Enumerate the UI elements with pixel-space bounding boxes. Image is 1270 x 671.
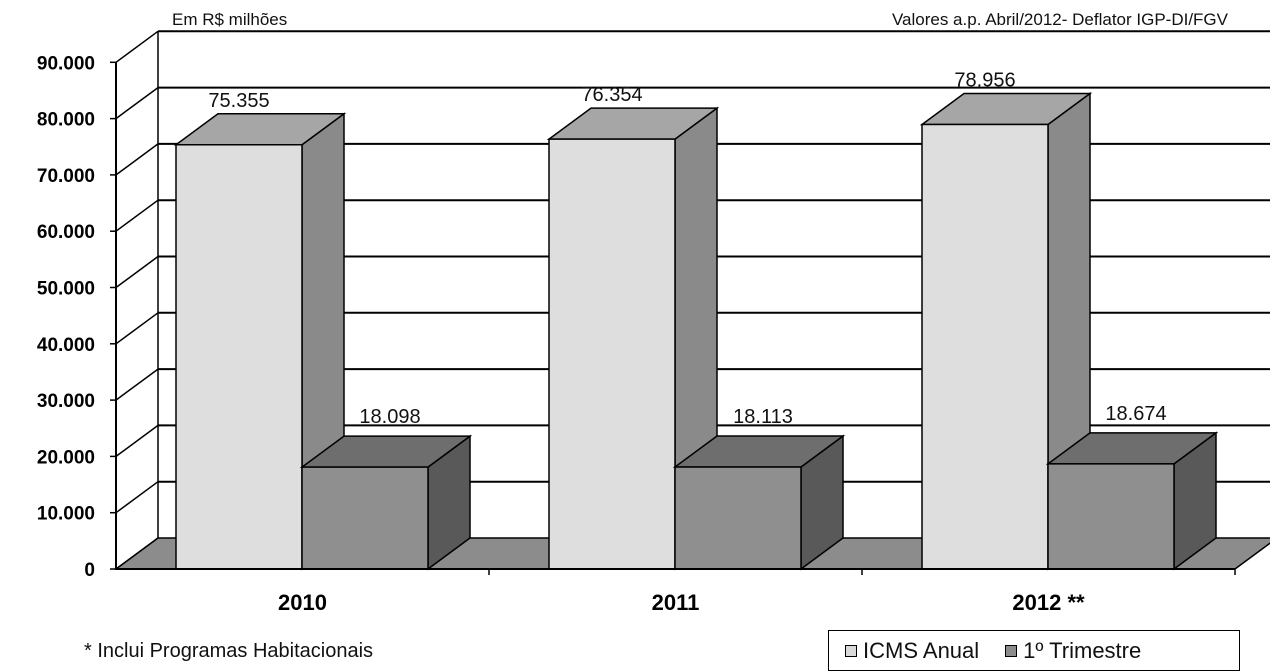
y-tick-label: 90.000 <box>37 53 95 74</box>
x-tick-label: 2012 ** <box>1012 590 1085 615</box>
footnote: * Inclui Programas Habitacionais <box>84 640 374 662</box>
y-tick-label: 80.000 <box>37 110 95 131</box>
data-label: 18.113 <box>733 406 793 428</box>
data-label: 18.098 <box>359 406 420 428</box>
y-tick-label: 60.000 <box>37 222 95 243</box>
deflator-note: Valores a.p. Abril/2012- Deflator IGP-DI… <box>892 10 1229 29</box>
legend-item-trimestre: 1º Trimestre <box>1005 638 1141 664</box>
y-tick-label: 10.000 <box>37 504 95 525</box>
data-label: 76.354 <box>581 84 642 106</box>
legend-swatch-trimestre <box>1005 644 1018 657</box>
legend-item-icms: ICMS Anual <box>845 638 979 664</box>
legend-swatch-icms <box>845 644 857 657</box>
gridline-connector <box>115 368 159 401</box>
y-tick-label: 40.000 <box>37 335 95 356</box>
y-unit-label: Em R$ milhões <box>172 10 287 29</box>
gridline-connector <box>115 143 159 176</box>
bar-1o-trimestre <box>674 466 802 570</box>
y-tick-label: 20.000 <box>37 447 95 468</box>
gridline-connector <box>115 255 159 289</box>
gridline-connector <box>115 312 159 345</box>
data-label: 78.956 <box>954 69 1015 91</box>
bar-1o-trimestre <box>1047 463 1175 570</box>
x-tick-label: 2011 <box>652 590 700 615</box>
y-tick-label: 30.000 <box>37 391 95 412</box>
gridline-connector <box>115 199 159 232</box>
gridline-connector <box>115 481 159 514</box>
y-tick-label: 0 <box>84 560 95 581</box>
gridline-connector <box>115 86 159 120</box>
legend-label-trimestre: 1º Trimestre <box>1023 637 1142 663</box>
bar-icms-anual <box>548 138 676 570</box>
legend: ICMS Anual 1º Trimestre <box>828 630 1240 671</box>
y-tick-label: 70.000 <box>37 166 95 187</box>
x-tick-label: 2010 <box>278 590 327 615</box>
bar-icms-anual <box>175 144 303 570</box>
data-label: 18.674 <box>1105 403 1166 425</box>
gridline-connector <box>115 424 159 458</box>
y-tick-label: 50.000 <box>37 279 95 300</box>
bar-1o-trimestre <box>301 466 429 570</box>
data-label: 75.355 <box>208 90 269 112</box>
bar-icms-anual <box>921 123 1049 570</box>
legend-label-icms: ICMS Anual <box>863 637 980 663</box>
gridline-connector <box>115 30 159 63</box>
